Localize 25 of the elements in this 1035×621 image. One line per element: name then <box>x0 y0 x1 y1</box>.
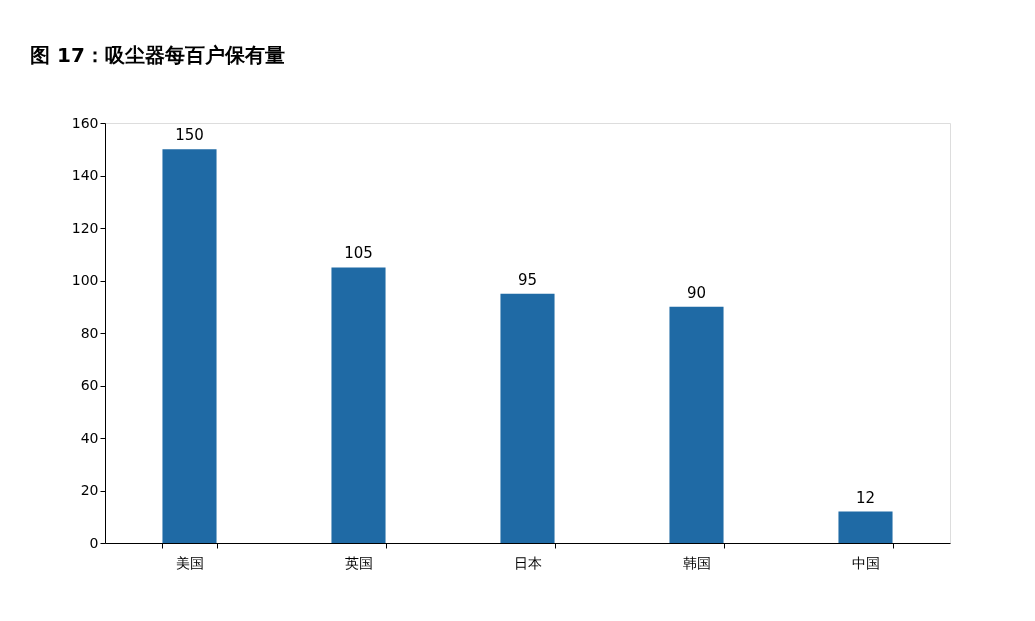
y-tick-label: 60 <box>80 377 99 393</box>
x-tick-label: 韩国 <box>683 554 711 571</box>
y-tick-label: 0 <box>89 534 99 551</box>
bar <box>162 149 217 543</box>
bar <box>500 293 555 543</box>
x-tick-label: 英国 <box>345 554 373 571</box>
data-label: 105 <box>344 244 373 263</box>
bar <box>669 306 724 543</box>
x-tick-label: 美国 <box>176 554 204 571</box>
x-tick-label: 日本 <box>514 554 542 571</box>
data-label: 150 <box>175 126 204 145</box>
data-label: 95 <box>517 270 538 289</box>
y-tick-label: 160 <box>71 114 99 131</box>
y-tick-label: 140 <box>71 167 99 183</box>
y-tick-label: 120 <box>71 219 99 236</box>
y-tick-label: 100 <box>71 272 99 288</box>
bar <box>838 511 893 543</box>
y-tick-label: 40 <box>80 429 99 446</box>
data-label: 12 <box>855 488 876 507</box>
y-tick-label: 20 <box>80 482 99 498</box>
x-tick-label: 中国 <box>852 554 880 571</box>
bar <box>331 267 386 543</box>
chart-title: 图 17：吸尘器每百户保有量 <box>30 43 285 67</box>
data-label: 90 <box>686 283 707 302</box>
y-tick-label: 80 <box>80 324 99 341</box>
